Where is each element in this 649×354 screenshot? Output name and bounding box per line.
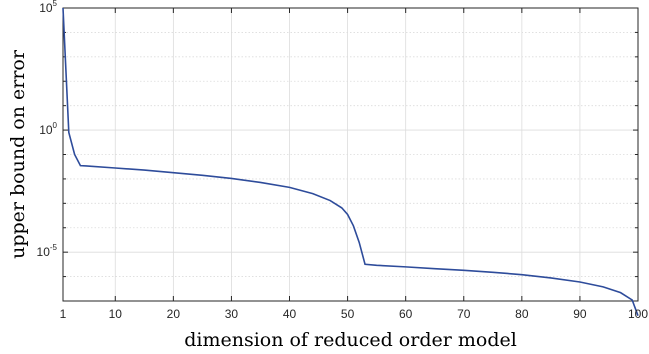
x-tick-label: 70 [457, 307, 471, 321]
x-tick-label: 50 [341, 307, 355, 321]
y-tick-label: 100 [39, 121, 57, 137]
x-tick-label: 10 [109, 307, 123, 321]
grid-lines [62, 7, 639, 302]
y-tick-label: 10-5 [37, 243, 58, 259]
x-tick-label: 1 [60, 307, 67, 321]
error-bound-line [62, 7, 639, 316]
y-tick-labels: 105 100 10-5 [37, 0, 58, 259]
x-tick-labels: 1 10 20 30 40 50 60 70 80 90 100 [60, 307, 649, 321]
x-tick-label: 80 [515, 307, 529, 321]
x-axis-title: dimension of reduced order model [184, 329, 517, 351]
x-tick-label: 30 [225, 307, 239, 321]
tick-marks [62, 7, 639, 302]
x-tick-label: 90 [573, 307, 587, 321]
y-axis-title: upper bound on error [7, 49, 29, 259]
x-tick-label: 60 [399, 307, 413, 321]
y-tick-label: 105 [39, 0, 57, 15]
x-tick-label: 100 [628, 307, 648, 321]
x-tick-label: 20 [167, 307, 181, 321]
x-tick-label: 40 [283, 307, 297, 321]
